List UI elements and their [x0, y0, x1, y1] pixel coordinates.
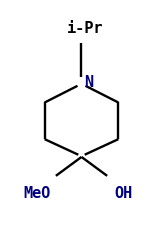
Text: OH: OH	[114, 186, 132, 201]
Text: MeO: MeO	[23, 186, 50, 201]
Text: i-Pr: i-Pr	[67, 20, 103, 36]
Text: N: N	[84, 75, 93, 90]
